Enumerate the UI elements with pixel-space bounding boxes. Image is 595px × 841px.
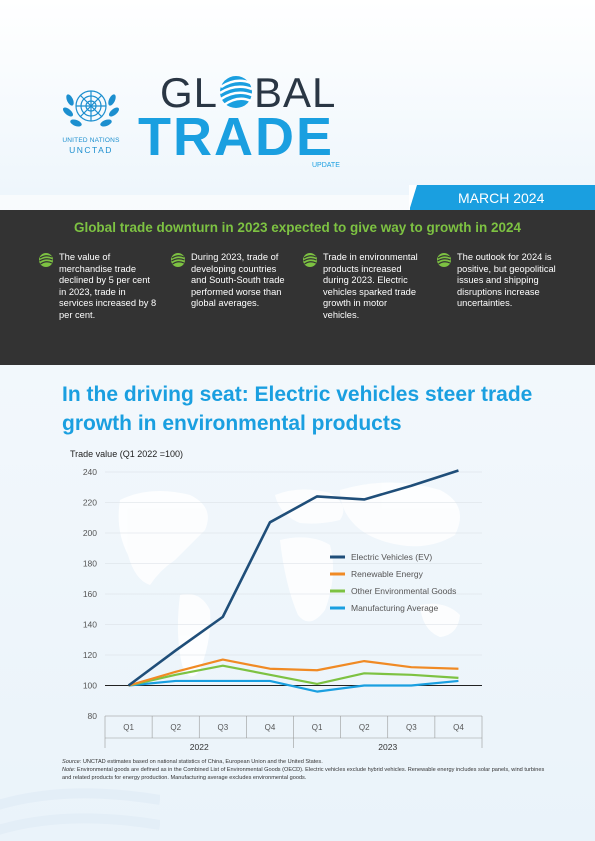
y-tick-label: 140 <box>83 620 97 630</box>
y-tick-label: 80 <box>88 711 98 721</box>
header: UNITED NATIONS UNCTAD GL BAL TRADE UPDAT… <box>0 0 595 195</box>
un-emblem-icon <box>63 90 119 127</box>
legend-label: Electric Vehicles (EV) <box>351 552 432 562</box>
y-tick-label: 200 <box>83 528 97 538</box>
highlight-text: The value of merchandise trade declined … <box>59 252 157 320</box>
source-text: UNCTAD estimates based on national stati… <box>81 759 323 765</box>
org-name-line2: UNCTAD <box>69 145 113 155</box>
legend-label: Manufacturing Average <box>351 603 439 613</box>
x-tick-label: Q3 <box>406 723 417 732</box>
issue-date: MARCH 2024 <box>458 190 545 206</box>
x-tick-label: Q1 <box>123 723 134 732</box>
globe-swoosh-icon <box>39 253 53 267</box>
highlights-title: Global trade downturn in 2023 expected t… <box>73 220 522 235</box>
highlights-panel: Global trade downturn in 2023 expected t… <box>0 210 595 365</box>
x-tick-label: Q2 <box>170 723 181 732</box>
banner-notch-icon <box>409 185 417 211</box>
y-tick-label: 100 <box>83 681 97 691</box>
x-axis-ticks: Q1 Q2 Q3 Q4 Q1 Q2 Q3 Q4 2022 2023 <box>104 715 483 752</box>
title-trade: TRADE <box>138 107 334 167</box>
highlight-text: During 2023, trade of developing countri… <box>191 252 285 308</box>
series-line <box>127 469 459 687</box>
x-tick-label: Q3 <box>217 723 228 732</box>
chart-notes: Source: UNCTAD estimates based on nation… <box>62 758 552 782</box>
highlight-text: The outlook for 2024 is positive, but ge… <box>457 252 556 308</box>
legend-label: Other Environmental Goods <box>351 586 456 596</box>
source-label: Source: <box>62 759 82 765</box>
y-tick-label: 120 <box>83 650 97 660</box>
definition-note: Note: Environmental goods are defined as… <box>62 766 552 782</box>
title-global: GL BAL <box>160 72 336 114</box>
note-label: Note: <box>62 767 76 773</box>
section-title: In the driving seat: Electric vehicles s… <box>62 383 533 435</box>
globe-swoosh-icon <box>303 253 317 267</box>
globe-stripes-icon <box>219 76 253 108</box>
y-tick-label: 180 <box>83 559 97 569</box>
x-tick-label: Q4 <box>265 723 276 732</box>
note-text: Environmental goods are defined as in th… <box>62 767 545 781</box>
org-name-line1: UNITED NATIONS <box>62 137 120 144</box>
y-axis-label: Trade value (Q1 2022 =100) <box>70 449 183 459</box>
series-line <box>128 658 459 687</box>
un-logo: UNITED NATIONS UNCTAD <box>60 80 122 158</box>
date-banner: MARCH 2024 <box>409 185 595 211</box>
y-axis-ticks: 80 100 120 140 160 180 200 220 240 <box>83 467 97 721</box>
chart: 80 100 120 140 160 180 200 220 240 Q1 Q2 Q3 Q4 Q1 Q2 Q… <box>0 445 595 760</box>
y-tick-label: 160 <box>83 589 97 599</box>
chart-legend: Electric Vehicles (EV) Renewable Energy Ot… <box>330 552 456 613</box>
title-update: UPDATE <box>312 162 340 169</box>
y-tick-label: 240 <box>83 467 97 477</box>
series-line <box>128 679 459 693</box>
title-global-part2: BAL <box>254 69 337 116</box>
globe-swoosh-icon <box>171 253 185 267</box>
legend-label: Renewable Energy <box>351 569 424 579</box>
x-group-label: 2022 <box>190 742 209 752</box>
source-note: Source: UNCTAD estimates based on nation… <box>62 758 552 766</box>
globe-swoosh-icon <box>437 253 451 267</box>
series-line <box>128 664 459 687</box>
series-lines <box>127 469 459 693</box>
decorative-swoosh <box>0 788 160 835</box>
y-tick-label: 220 <box>83 498 97 508</box>
x-tick-label: Q1 <box>312 723 323 732</box>
x-tick-label: Q4 <box>453 723 464 732</box>
x-tick-label: Q2 <box>359 723 370 732</box>
title-global-part1: GL <box>160 69 219 116</box>
highlight-text: Trade in environmental products increase… <box>323 252 418 320</box>
x-group-label: 2023 <box>378 742 397 752</box>
